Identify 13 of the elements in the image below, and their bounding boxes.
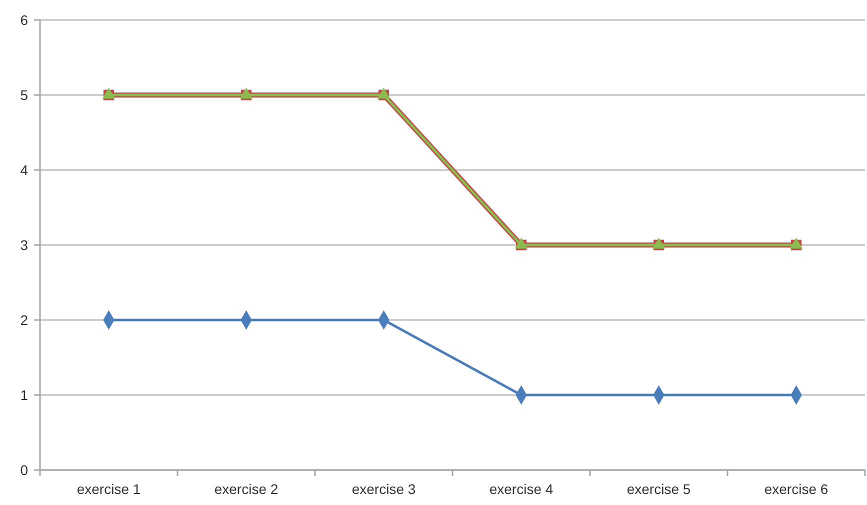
x-tick-label: exercise 1 bbox=[76, 481, 141, 497]
x-tick-label: exercise 5 bbox=[626, 481, 691, 497]
x-tick-label: exercise 6 bbox=[764, 481, 828, 497]
x-tick-label: exercise 2 bbox=[214, 481, 278, 497]
x-tick-label: exercise 3 bbox=[352, 481, 416, 497]
y-tick-label: 0 bbox=[20, 462, 28, 478]
y-tick-label: 5 bbox=[20, 86, 28, 103]
y-tick-label: 1 bbox=[20, 386, 28, 403]
x-tick-label: exercise 4 bbox=[489, 481, 554, 497]
y-tick-label: 2 bbox=[20, 312, 28, 328]
y-tick-label: 3 bbox=[20, 236, 28, 253]
y-tick-label: 4 bbox=[20, 162, 28, 178]
y-tick-label: 6 bbox=[20, 12, 28, 28]
